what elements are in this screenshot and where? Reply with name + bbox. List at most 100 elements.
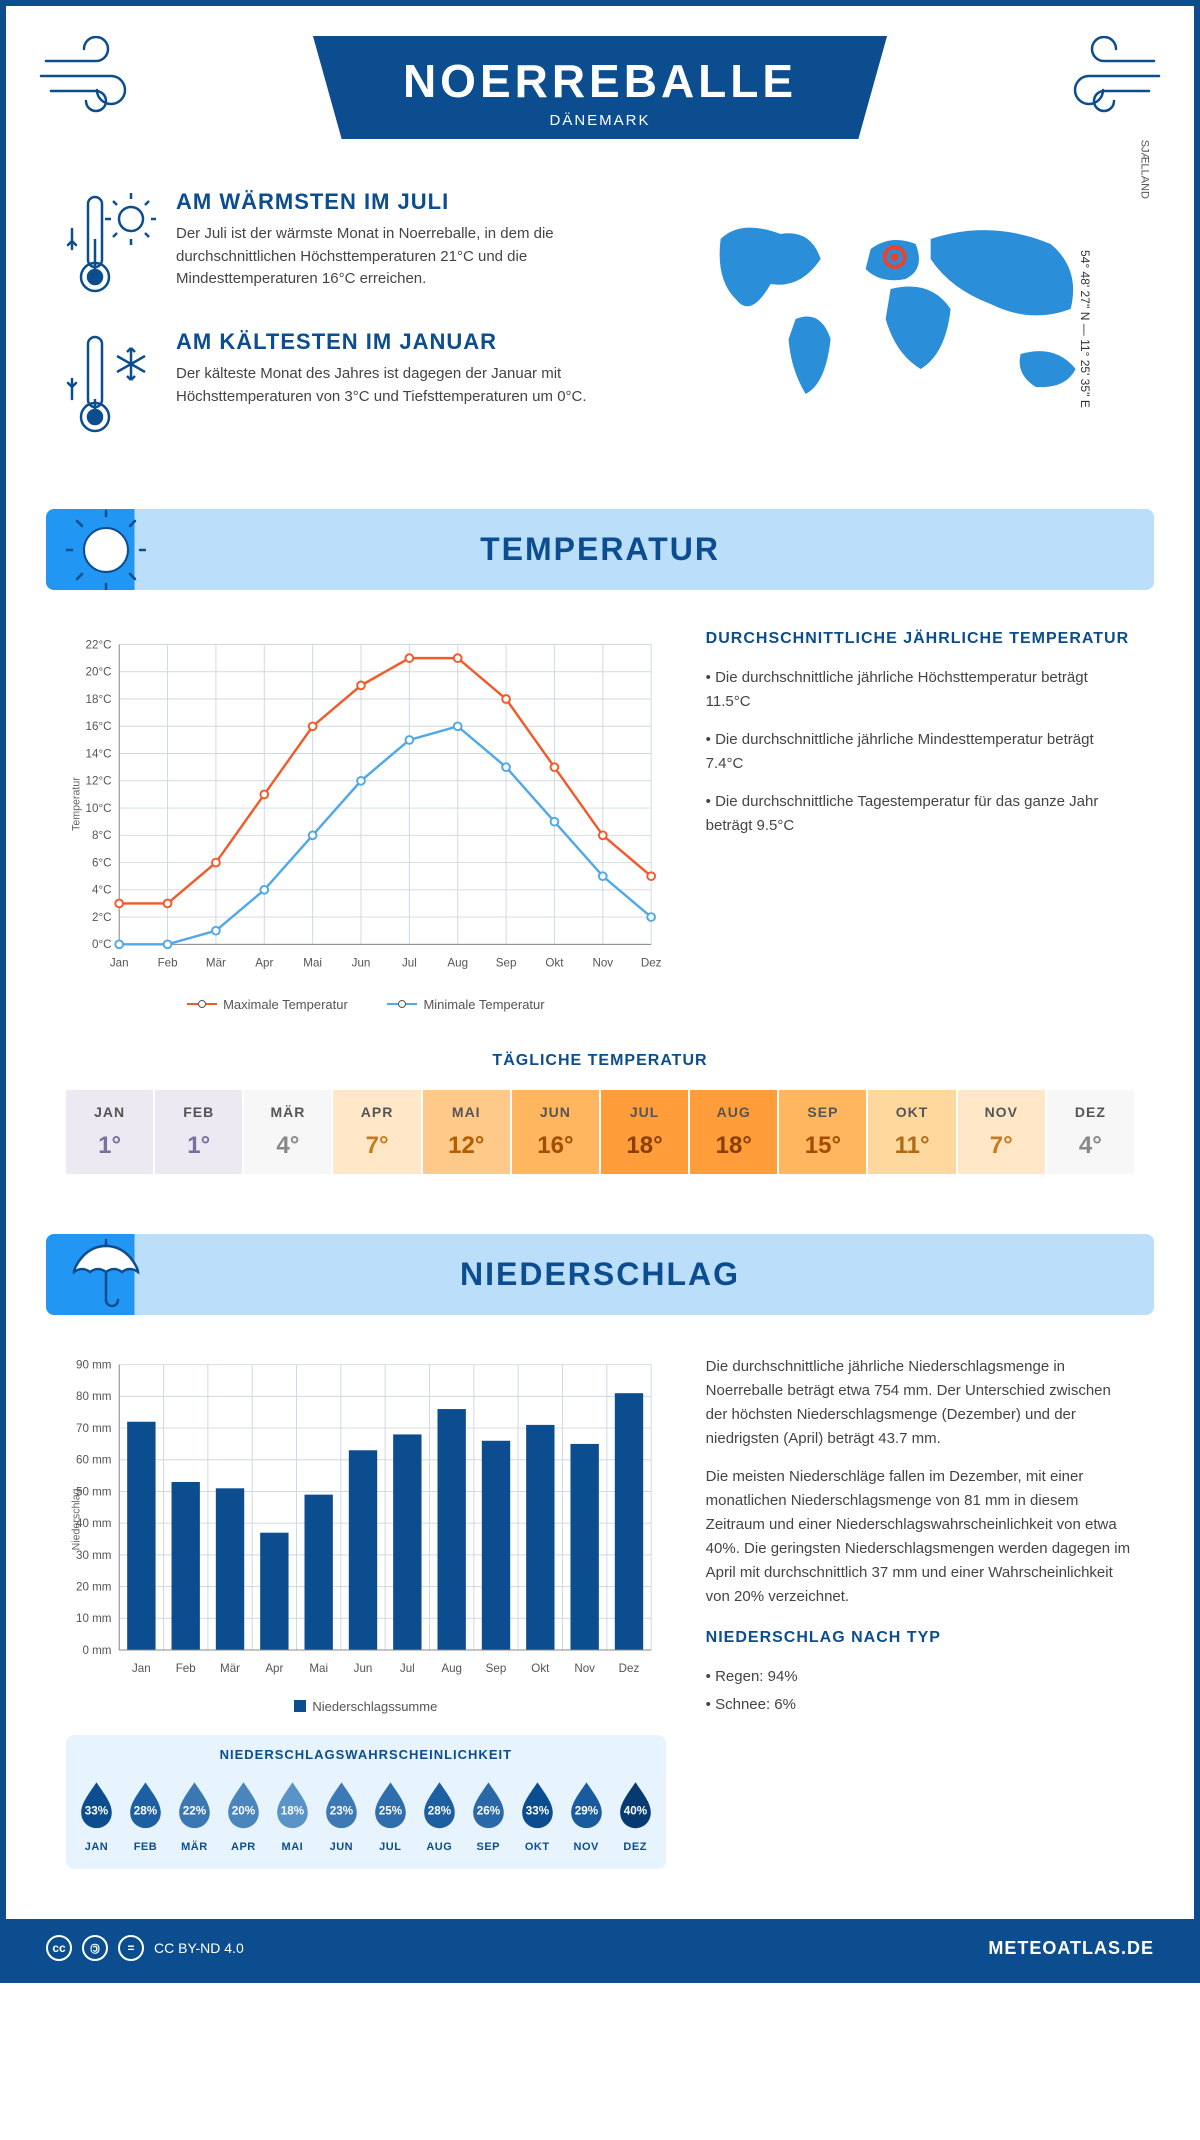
precip-prob-cell: 25%JUL [368,1776,413,1853]
coldest-fact: AM KÄLTESTEN IM JANUAR Der kälteste Mona… [66,329,627,439]
svg-text:14°C: 14°C [86,747,112,760]
svg-text:Dez: Dez [619,1662,640,1675]
precip-prob-cell: 28%AUG [417,1776,462,1853]
umbrella-icon [66,1234,146,1314]
svg-text:Nov: Nov [592,957,613,970]
precip-heading: NIEDERSCHLAG [66,1256,1134,1293]
temp-bullet: • Die durchschnittliche Tagestemperatur … [706,790,1134,838]
precip-probability: NIEDERSCHLAGSWAHRSCHEINLICHKEIT 33%JAN28… [66,1735,666,1869]
svg-text:80 mm: 80 mm [76,1390,111,1403]
wind-icon [1044,36,1164,116]
daily-temp-cell: DEZ4° [1047,1090,1134,1174]
svg-text:Feb: Feb [176,1662,196,1675]
svg-text:29%: 29% [575,1805,599,1818]
svg-text:Aug: Aug [447,957,468,970]
intro-section: AM WÄRMSTEN IM JULI Der Juli ist der wär… [6,159,1194,489]
svg-text:60 mm: 60 mm [76,1453,111,1466]
daily-temp-section: TÄGLICHE TEMPERATUR JAN1°FEB1°MÄR4°APR7°… [6,1032,1194,1214]
svg-text:Nov: Nov [574,1662,595,1675]
svg-text:90 mm: 90 mm [76,1358,111,1371]
thermometer-sun-icon [66,189,156,299]
daily-temp-heading: TÄGLICHE TEMPERATUR [66,1052,1134,1070]
svg-text:12°C: 12°C [86,775,112,788]
site-name: METEOATLAS.DE [988,1938,1154,1959]
precip-prob-cell: 33%OKT [515,1776,560,1853]
footer: cc 🄯 = CC BY-ND 4.0 METEOATLAS.DE [6,1919,1194,1977]
daily-temp-cell: FEB1° [155,1090,242,1174]
svg-text:26%: 26% [477,1805,501,1818]
precip-prob-cell: 40%DEZ [613,1776,658,1853]
daily-temp-cell: NOV7° [958,1090,1045,1174]
world-map [667,189,1134,429]
precip-prob-cell: 26%SEP [466,1776,511,1853]
warmest-fact: AM WÄRMSTEN IM JULI Der Juli ist der wär… [66,189,627,299]
daily-temp-cell: JAN1° [66,1090,153,1174]
svg-text:20%: 20% [232,1805,256,1818]
temp-section-header: TEMPERATUR [46,509,1154,590]
precip-p2: Die meisten Niederschläge fallen im Deze… [706,1465,1134,1609]
coldest-body: Der kälteste Monat des Jahres ist dagege… [176,363,627,408]
svg-text:0 mm: 0 mm [82,1644,111,1657]
svg-text:Sep: Sep [496,957,517,970]
temp-summary-heading: DURCHSCHNITTLICHE JÄHRLICHE TEMPERATUR [706,630,1134,648]
svg-text:Niederschlag: Niederschlag [71,1488,83,1550]
daily-temp-cell: OKT11° [868,1090,955,1174]
sun-icon [66,510,146,590]
svg-text:20°C: 20°C [86,666,112,679]
legend-max: Maximale Temperatur [223,997,348,1012]
svg-text:28%: 28% [428,1805,452,1818]
header: NOERREBALLE DÄNEMARK [6,6,1194,159]
thermometer-snow-icon [66,329,156,439]
coldest-title: AM KÄLTESTEN IM JANUAR [176,329,627,355]
svg-text:Mai: Mai [303,957,322,970]
temp-summary: DURCHSCHNITTLICHE JÄHRLICHE TEMPERATUR •… [706,630,1134,1012]
temp-line-chart: 0°C2°C4°C6°C8°C10°C12°C14°C16°C18°C20°C2… [66,630,666,1012]
temp-heading: TEMPERATUR [66,531,1134,568]
precip-p1: Die durchschnittliche jährliche Niedersc… [706,1355,1134,1451]
warmest-body: Der Juli ist der wärmste Monat in Noerre… [176,223,627,291]
svg-text:16°C: 16°C [86,720,112,733]
svg-text:Mär: Mär [206,957,226,970]
country-subtitle: DÄNEMARK [403,112,797,129]
facts-column: AM WÄRMSTEN IM JULI Der Juli ist der wär… [66,189,627,469]
daily-temp-cell: SEP15° [779,1090,866,1174]
svg-text:22%: 22% [183,1805,207,1818]
svg-text:Okt: Okt [531,1662,550,1675]
svg-text:25%: 25% [379,1805,403,1818]
svg-text:Jun: Jun [354,1662,373,1675]
precip-prob-cell: 33%JAN [74,1776,119,1853]
svg-text:33%: 33% [85,1805,109,1818]
precip-legend-label: Niederschlagssumme [312,1699,437,1714]
svg-text:Temperatur: Temperatur [71,777,83,831]
license-text: CC BY-ND 4.0 [154,1940,244,1956]
license-block: cc 🄯 = CC BY-ND 4.0 [46,1935,244,1961]
cc-icon: cc [46,1935,72,1961]
infographic-page: NOERREBALLE DÄNEMARK [0,0,1200,1983]
precip-chart-row: 0 mm10 mm20 mm30 mm40 mm50 mm60 mm70 mm8… [6,1315,1194,1889]
precip-summary: Die durchschnittliche jährliche Niedersc… [706,1355,1134,1869]
temp-legend: Maximale Temperatur Minimale Temperatur [66,993,666,1012]
legend-min: Minimale Temperatur [423,997,544,1012]
svg-text:Mai: Mai [309,1662,328,1675]
svg-text:20 mm: 20 mm [76,1580,111,1593]
svg-text:Feb: Feb [158,957,178,970]
precip-section-header: NIEDERSCHLAG [46,1234,1154,1315]
daily-temp-cell: MÄR4° [244,1090,331,1174]
svg-text:Apr: Apr [265,1662,283,1675]
precip-prob-heading: NIEDERSCHLAGSWAHRSCHEINLICHKEIT [74,1747,658,1762]
warmest-title: AM WÄRMSTEN IM JULI [176,189,627,215]
daily-temp-cell: APR7° [333,1090,420,1174]
daily-temp-cell: MAI12° [423,1090,510,1174]
precip-prob-cell: 22%MÄR [172,1776,217,1853]
svg-text:18%: 18% [281,1805,305,1818]
daily-temp-cell: JUN16° [512,1090,599,1174]
svg-text:Aug: Aug [441,1662,462,1675]
svg-text:0°C: 0°C [92,938,111,951]
svg-text:Mär: Mär [220,1662,240,1675]
precip-legend: Niederschlagssumme [66,1699,666,1716]
svg-text:Jul: Jul [400,1662,415,1675]
precip-prob-cell: 28%FEB [123,1776,168,1853]
precip-bytype-item: • Schnee: 6% [706,1693,1134,1717]
daily-temp-cell: AUG18° [690,1090,777,1174]
nd-icon: = [118,1935,144,1961]
